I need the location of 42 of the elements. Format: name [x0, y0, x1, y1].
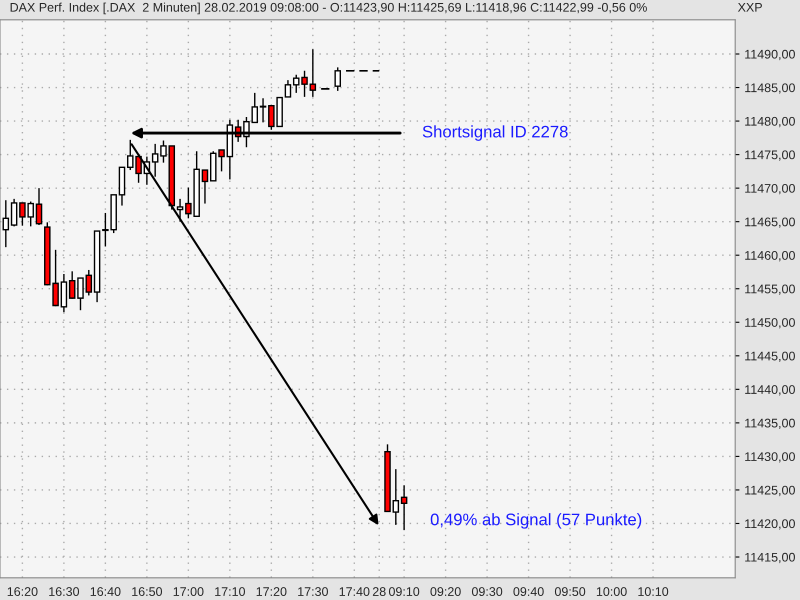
candlestick [251, 92, 258, 124]
y-tick-label: 11440,00 [745, 385, 795, 396]
x-tick-label: 16:50 [132, 587, 162, 596]
x-tick-label: 16:20 [8, 587, 38, 596]
x-tick-label: 17:10 [215, 587, 246, 596]
y-tick-label: 11435,00 [745, 418, 795, 430]
x-tick-label: 17:30 [298, 587, 328, 596]
y-tick-label: 11455,00 [745, 284, 795, 295]
x-tick-label: 09:50 [554, 587, 586, 596]
x-tick-label: 09:20 [430, 587, 461, 596]
y-tick-label: 11470,00 [745, 184, 795, 194]
y-tick-label: 11490,00 [745, 50, 795, 60]
x-tick-label: 10:00 [596, 587, 627, 596]
y-tick-label: 11425,00 [745, 486, 795, 496]
y-tick-label: 11465,00 [745, 217, 795, 228]
candlestick [400, 484, 408, 531]
y-tick-label: 11475,00 [745, 150, 795, 161]
y-tick-label: 11485,00 [745, 83, 795, 94]
annotation: 0,49% ab Signal (57 Punkte) [430, 513, 642, 529]
annotation: Shortsignal ID 2278 [422, 125, 568, 141]
x-tick-label: 16:30 [49, 587, 80, 596]
y-tick-label: 11480,00 [745, 116, 795, 128]
chart-title: DAX Perf. Index [.DAX 2 Minuten] 28.02.2019 09:08:00 - O:11423,90 H:11425,69 L:11418,96 C:11422,99 -0,56 0% [10, 2, 647, 14]
y-tick-label: 11445,00 [745, 352, 795, 362]
x-tick-label: 17:00 [174, 587, 204, 596]
x-tick-label: 10:10 [638, 587, 668, 596]
x-tick-label: 09:30 [472, 587, 502, 596]
x-tick-label: 17:20 [256, 587, 286, 596]
x-tick-label: 09:40 [513, 587, 544, 596]
y-tick-label: 11460,00 [745, 251, 795, 262]
x-tick-label: 28 [372, 587, 386, 596]
candlestick [334, 66, 341, 92]
x-tick-label: 16:40 [90, 587, 121, 596]
candlestick [2, 200, 10, 248]
y-tick-label: 11415,00 [745, 552, 795, 564]
candlestick [292, 74, 300, 94]
x-tick-label: 09:10 [388, 587, 420, 596]
y-tick-label: 11420,00 [745, 519, 795, 530]
x-tick-label: 17:40 [340, 587, 370, 596]
y-tick-label: 11430,00 [745, 452, 795, 463]
text: XXP [738, 3, 762, 12]
y-tick-label: 11450,00 [745, 318, 795, 328]
